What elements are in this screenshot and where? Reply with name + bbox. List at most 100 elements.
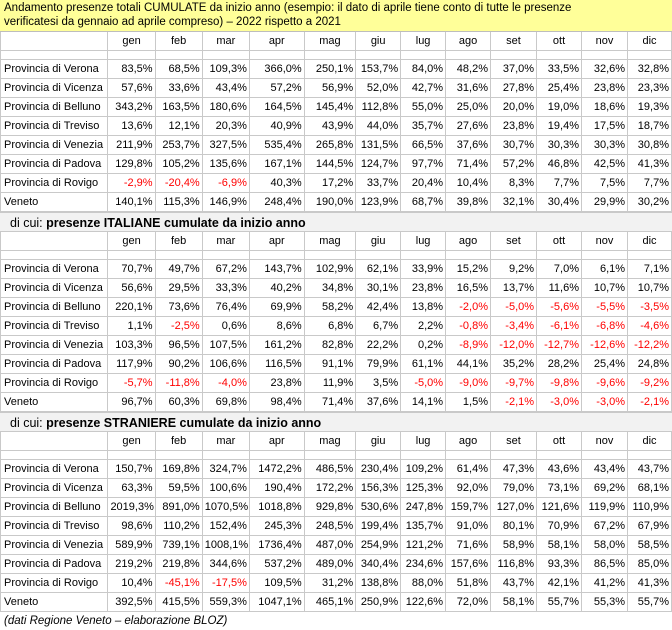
value-cell: 180,6% [202, 97, 250, 117]
value-cell: 48,2% [445, 59, 491, 79]
value-cell: 27,6% [445, 116, 491, 136]
value-cell: 343,2% [107, 97, 156, 117]
month-header-row: gen feb mar apr mag giu lug ago set ott nov dic [0, 432, 672, 451]
value-cell: 40,9% [249, 116, 305, 136]
month-header: nov [581, 32, 629, 51]
value-cell: 67,9% [627, 516, 672, 536]
row-label: Veneto [0, 592, 109, 612]
value-cell: 117,9% [107, 354, 156, 374]
value-cell: 90,2% [155, 354, 203, 374]
value-cell: 55,0% [400, 97, 447, 117]
value-cell: -4,0% [202, 373, 250, 393]
spacer-cell [249, 50, 305, 60]
month-header: mag [304, 32, 357, 51]
row-label: Provincia di Padova [0, 354, 109, 374]
spacer-cell [627, 250, 672, 260]
value-cell: 248,4% [249, 192, 305, 212]
value-cell: 25,4% [581, 354, 629, 374]
value-cell: 190,0% [304, 192, 357, 212]
value-cell: 61,4% [445, 459, 491, 479]
row-label: Provincia di Verona [0, 459, 109, 479]
row-label: Provincia di Belluno [0, 97, 109, 117]
value-cell: -9,8% [536, 373, 582, 393]
table-row: Provincia di Verona 83,5% 68,5% 109,3% 366,0… [0, 59, 672, 79]
value-cell: 211,9% [107, 135, 156, 155]
value-cell: 39,8% [445, 192, 491, 212]
value-cell: 190,4% [249, 478, 305, 498]
value-cell: 57,2% [490, 154, 538, 174]
value-cell: 71,4% [445, 154, 491, 174]
value-cell: 7,0% [536, 259, 582, 279]
spacer-cell [536, 250, 582, 260]
value-cell: 37,6% [445, 135, 491, 155]
value-cell: 33,5% [536, 59, 582, 79]
row-label: Provincia di Venezia [0, 535, 109, 555]
value-cell: 67,2% [202, 259, 250, 279]
section-heading: di cui: presenze STRANIERE cumulate da i… [0, 412, 672, 432]
row-label: Provincia di Treviso [0, 316, 109, 336]
value-cell: 20,0% [490, 97, 538, 117]
value-cell: 70,7% [107, 259, 156, 279]
title-line-2: verificatesi da gennaio ad aprile compre… [4, 16, 341, 28]
table-row: Veneto 140,1% 115,3% 146,9% 248,4% 190,0% 123,… [0, 192, 672, 212]
month-header: mar [202, 232, 250, 251]
section-heading-title: presenze STRANIERE cumulate da inizio an… [46, 416, 322, 430]
value-cell: 35,7% [400, 116, 447, 136]
value-cell: 30,8% [627, 135, 672, 155]
month-header: ott [536, 232, 582, 251]
value-cell: 172,2% [304, 478, 357, 498]
spacer-cell [202, 50, 250, 60]
value-cell: 31,6% [445, 78, 491, 98]
value-cell: 32,8% [627, 59, 672, 79]
table-row: Provincia di Treviso 98,6% 110,2% 152,4% 245… [0, 516, 672, 536]
value-cell: 76,4% [202, 297, 250, 317]
value-cell: 52,0% [355, 78, 402, 98]
value-cell: 109,2% [400, 459, 447, 479]
value-cell: 161,2% [249, 335, 305, 355]
value-cell: 43,4% [202, 78, 250, 98]
value-cell: 7,5% [581, 173, 629, 193]
value-cell: 68,7% [400, 192, 447, 212]
value-cell: 247,8% [400, 497, 447, 517]
value-cell: -2,0% [445, 297, 491, 317]
value-cell: 6,8% [304, 316, 357, 336]
value-cell: 58,0% [581, 535, 629, 555]
month-header-row: gen feb mar apr mag giu lug ago set ott nov dic [0, 232, 672, 251]
value-cell: -5,0% [490, 297, 538, 317]
value-cell: 138,8% [355, 573, 402, 593]
table-row: Provincia di Rovigo -2,9% -20,4% -6,9% 40,3%… [0, 173, 672, 193]
value-cell: 46,8% [536, 154, 582, 174]
value-cell: -12,2% [627, 335, 672, 355]
value-cell: 32,1% [490, 192, 538, 212]
row-label: Provincia di Vicenza [0, 78, 109, 98]
title-line-1: Andamento presenze totali CUMULATE da in… [4, 2, 572, 14]
value-cell: 135,6% [202, 154, 250, 174]
value-cell: 82,8% [304, 335, 357, 355]
value-cell: 415,5% [155, 592, 203, 612]
month-header: gen [107, 432, 156, 451]
value-cell: 58,2% [304, 297, 357, 317]
value-cell: 62,1% [355, 259, 402, 279]
spacer-cell [581, 50, 629, 60]
row-label: Veneto [0, 192, 109, 212]
row-label: Provincia di Rovigo [0, 173, 109, 193]
value-cell: 465,1% [304, 592, 357, 612]
month-header: apr [249, 432, 305, 451]
value-cell: 891,0% [155, 497, 203, 517]
spacer-cell [155, 250, 203, 260]
value-cell: 73,6% [155, 297, 203, 317]
value-cell: 97,7% [400, 154, 447, 174]
value-cell: 156,3% [355, 478, 402, 498]
value-cell: -6,8% [581, 316, 629, 336]
table-row: Provincia di Belluno 2019,3% 891,0% 1070,5%… [0, 497, 672, 517]
value-cell: 30,3% [581, 135, 629, 155]
month-header: set [490, 232, 538, 251]
row-label: Veneto [0, 392, 109, 412]
value-cell: 230,4% [355, 459, 402, 479]
value-cell: 29,5% [155, 278, 203, 298]
value-cell: -0,8% [445, 316, 491, 336]
value-cell: 22,2% [355, 335, 402, 355]
month-header: nov [581, 432, 629, 451]
value-cell: 2019,3% [107, 497, 156, 517]
value-cell: 1018,8% [249, 497, 305, 517]
